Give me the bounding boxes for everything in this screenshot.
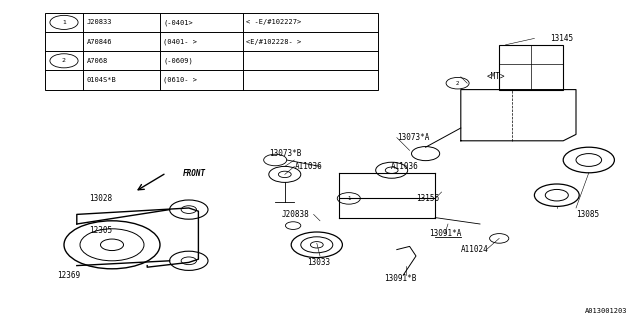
- Circle shape: [563, 147, 614, 173]
- Bar: [45, 13, 378, 90]
- Circle shape: [170, 200, 208, 219]
- Text: J20833: J20833: [86, 20, 112, 25]
- Text: A11024: A11024: [461, 245, 488, 254]
- Circle shape: [264, 154, 287, 166]
- Text: 13085: 13085: [576, 210, 599, 219]
- Text: 1: 1: [347, 196, 351, 201]
- Circle shape: [385, 167, 398, 173]
- Circle shape: [269, 166, 301, 182]
- Circle shape: [576, 154, 602, 166]
- Circle shape: [181, 257, 196, 265]
- Text: < -E/#102227>: < -E/#102227>: [246, 20, 301, 25]
- Text: <E/#102228- >: <E/#102228- >: [246, 39, 301, 44]
- Text: 1: 1: [62, 20, 66, 25]
- Text: 13156: 13156: [416, 194, 439, 203]
- Text: (-0401>: (-0401>: [163, 19, 193, 26]
- Text: J20838: J20838: [282, 210, 309, 219]
- Text: FRONT: FRONT: [182, 169, 205, 178]
- Circle shape: [310, 242, 323, 248]
- Text: A7068: A7068: [86, 58, 108, 64]
- Text: 13091*B: 13091*B: [384, 274, 417, 283]
- Circle shape: [490, 234, 509, 243]
- Circle shape: [80, 229, 144, 261]
- Text: 13073*A: 13073*A: [397, 133, 429, 142]
- Text: A70846: A70846: [86, 39, 112, 44]
- Circle shape: [376, 162, 408, 178]
- Text: A11036: A11036: [390, 162, 418, 171]
- Circle shape: [100, 239, 124, 251]
- Circle shape: [170, 251, 208, 270]
- Text: 2: 2: [456, 81, 460, 86]
- Circle shape: [181, 206, 196, 213]
- Text: 0104S*B: 0104S*B: [86, 77, 116, 83]
- Circle shape: [412, 147, 440, 161]
- Circle shape: [337, 193, 360, 204]
- Text: 13091*A: 13091*A: [429, 229, 461, 238]
- Text: 13073*B: 13073*B: [269, 149, 301, 158]
- Text: 2: 2: [62, 58, 66, 63]
- Text: 13145: 13145: [550, 34, 573, 43]
- Text: A11036: A11036: [294, 162, 322, 171]
- Circle shape: [446, 77, 469, 89]
- Text: (0610- >: (0610- >: [163, 77, 197, 83]
- Text: 12305: 12305: [90, 226, 113, 235]
- Text: 13028: 13028: [90, 194, 113, 203]
- Circle shape: [301, 237, 333, 253]
- Circle shape: [278, 171, 291, 178]
- Text: (0401- >: (0401- >: [163, 38, 197, 45]
- Text: A013001203: A013001203: [585, 308, 627, 314]
- Circle shape: [291, 232, 342, 258]
- Text: 12369: 12369: [58, 271, 81, 280]
- Text: <MT>: <MT>: [486, 72, 505, 81]
- Text: 13033: 13033: [307, 258, 330, 267]
- Circle shape: [534, 184, 579, 206]
- Bar: [499, 45, 563, 90]
- Text: (-0609): (-0609): [163, 58, 193, 64]
- Circle shape: [545, 189, 568, 201]
- Circle shape: [285, 222, 301, 229]
- Circle shape: [64, 221, 160, 269]
